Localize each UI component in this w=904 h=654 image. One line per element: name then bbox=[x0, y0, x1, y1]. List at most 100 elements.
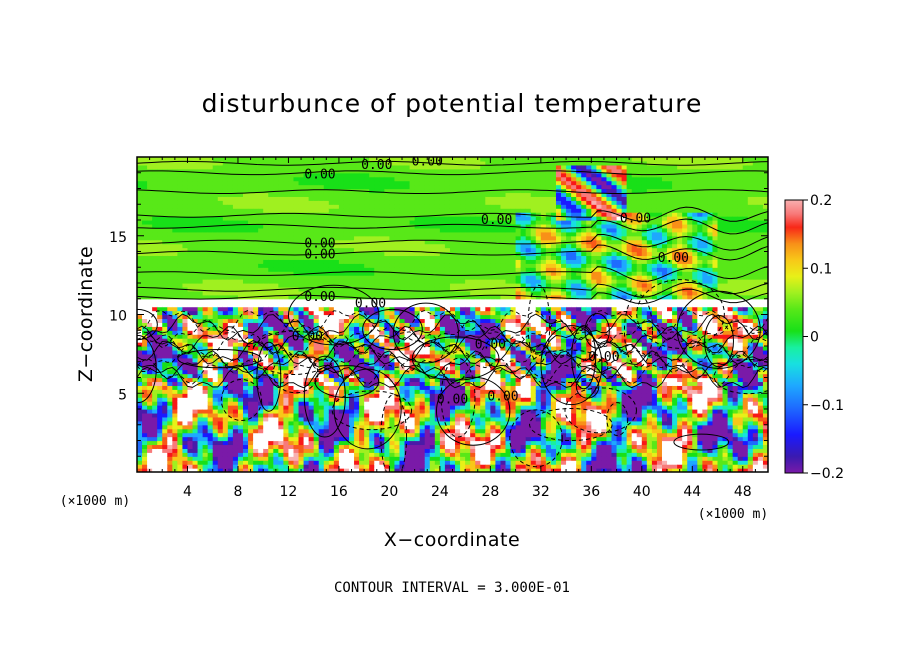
heatmap-cell bbox=[303, 393, 310, 398]
heatmap-cell bbox=[384, 271, 390, 276]
heatmap-cell bbox=[227, 440, 234, 446]
heatmap-cell bbox=[263, 235, 269, 241]
heatmap-cell bbox=[409, 227, 416, 233]
heatmap-cell bbox=[293, 405, 300, 410]
heatmap-cell bbox=[147, 409, 153, 414]
heatmap-cell bbox=[409, 381, 416, 386]
heatmap-cell bbox=[152, 208, 158, 213]
heatmap-cell bbox=[217, 180, 224, 186]
heatmap-cell bbox=[243, 456, 249, 461]
heatmap-cell bbox=[349, 247, 355, 253]
heatmap-cell bbox=[414, 283, 421, 288]
heatmap-cell bbox=[303, 326, 310, 331]
heatmap-cell bbox=[217, 192, 224, 197]
heatmap-cell bbox=[419, 436, 426, 442]
heatmap-cell bbox=[399, 322, 406, 327]
heatmap-cell bbox=[419, 468, 426, 472]
heatmap-cell bbox=[283, 235, 290, 241]
heatmap-cell bbox=[227, 294, 234, 300]
heatmap-cell bbox=[152, 436, 158, 442]
heatmap-cell bbox=[202, 444, 209, 449]
heatmap-cell bbox=[389, 271, 396, 276]
heatmap-cell bbox=[273, 310, 279, 316]
heatmap-cell bbox=[172, 361, 178, 367]
heatmap-cell bbox=[147, 349, 153, 355]
heatmap-cell bbox=[303, 460, 310, 465]
heatmap-cell bbox=[157, 220, 163, 225]
heatmap-cell bbox=[429, 212, 436, 217]
heatmap-cell bbox=[258, 247, 264, 253]
heatmap-cell bbox=[303, 192, 310, 197]
heatmap-cell bbox=[444, 393, 451, 398]
heatmap-cell bbox=[222, 267, 229, 272]
heatmap-cell bbox=[384, 310, 390, 316]
heatmap-cell bbox=[253, 263, 259, 268]
heatmap-cell bbox=[172, 412, 178, 418]
heatmap-cell bbox=[172, 267, 178, 272]
heatmap-cell bbox=[419, 397, 426, 402]
heatmap-cell bbox=[263, 259, 269, 264]
heatmap-cell bbox=[202, 338, 209, 343]
heatmap-cell bbox=[444, 444, 451, 449]
heatmap-cell bbox=[258, 160, 264, 166]
heatmap-cell bbox=[439, 405, 446, 410]
heatmap-cell bbox=[303, 365, 310, 371]
heatmap-cell bbox=[227, 420, 234, 426]
heatmap-cell bbox=[303, 420, 310, 426]
heatmap-cell bbox=[369, 349, 375, 355]
heatmap-cell bbox=[444, 247, 451, 253]
heatmap-cell bbox=[288, 196, 295, 201]
heatmap-cell bbox=[227, 393, 234, 398]
heatmap-cell bbox=[288, 397, 295, 402]
heatmap-cell bbox=[349, 440, 355, 446]
heatmap-cell bbox=[227, 373, 234, 379]
heatmap-cell bbox=[278, 401, 284, 406]
heatmap-cell bbox=[162, 271, 168, 276]
heatmap-cell bbox=[323, 306, 330, 312]
heatmap-cell bbox=[278, 468, 284, 472]
heatmap-cell bbox=[142, 428, 148, 434]
heatmap-cell bbox=[298, 279, 305, 284]
heatmap-cell bbox=[147, 298, 153, 304]
heatmap-cell bbox=[288, 377, 295, 383]
heatmap-cell bbox=[217, 247, 224, 253]
heatmap-cell bbox=[434, 389, 441, 394]
heatmap-cell bbox=[202, 188, 209, 194]
heatmap-cell bbox=[217, 227, 224, 233]
heatmap-cell bbox=[137, 373, 143, 379]
heatmap-cell bbox=[177, 381, 184, 386]
heatmap-cell bbox=[374, 381, 380, 386]
heatmap-cell bbox=[162, 377, 168, 383]
heatmap-cell bbox=[162, 204, 168, 209]
heatmap-cell bbox=[232, 409, 239, 414]
heatmap-cell bbox=[167, 373, 173, 379]
heatmap-cell bbox=[192, 160, 199, 166]
heatmap-cell bbox=[374, 235, 380, 241]
heatmap-cell bbox=[424, 168, 431, 174]
heatmap-cell bbox=[404, 326, 411, 331]
heatmap-cell bbox=[414, 412, 421, 418]
heatmap-cell bbox=[268, 409, 274, 414]
heatmap-cell bbox=[419, 196, 426, 201]
heatmap-cell bbox=[197, 176, 204, 182]
heatmap-cell bbox=[384, 263, 390, 268]
heatmap-cell bbox=[384, 184, 390, 190]
heatmap-cell bbox=[414, 440, 421, 446]
heatmap-cell bbox=[449, 393, 456, 398]
heatmap-cell bbox=[434, 385, 441, 390]
heatmap-cell bbox=[328, 196, 335, 201]
heatmap-cell bbox=[313, 365, 320, 371]
heatmap-cell bbox=[202, 168, 209, 174]
heatmap-cell bbox=[424, 247, 431, 253]
heatmap-cell bbox=[374, 267, 380, 272]
heatmap-cell bbox=[212, 302, 219, 308]
heatmap-cell bbox=[147, 416, 153, 422]
heatmap-cell bbox=[359, 357, 365, 363]
heatmap-cell bbox=[369, 318, 375, 323]
heatmap-cell bbox=[172, 184, 178, 190]
heatmap-cell bbox=[278, 164, 284, 170]
heatmap-cell bbox=[349, 164, 355, 170]
heatmap-cell bbox=[217, 204, 224, 209]
heatmap-cell bbox=[217, 160, 224, 166]
heatmap-cell bbox=[389, 263, 396, 268]
